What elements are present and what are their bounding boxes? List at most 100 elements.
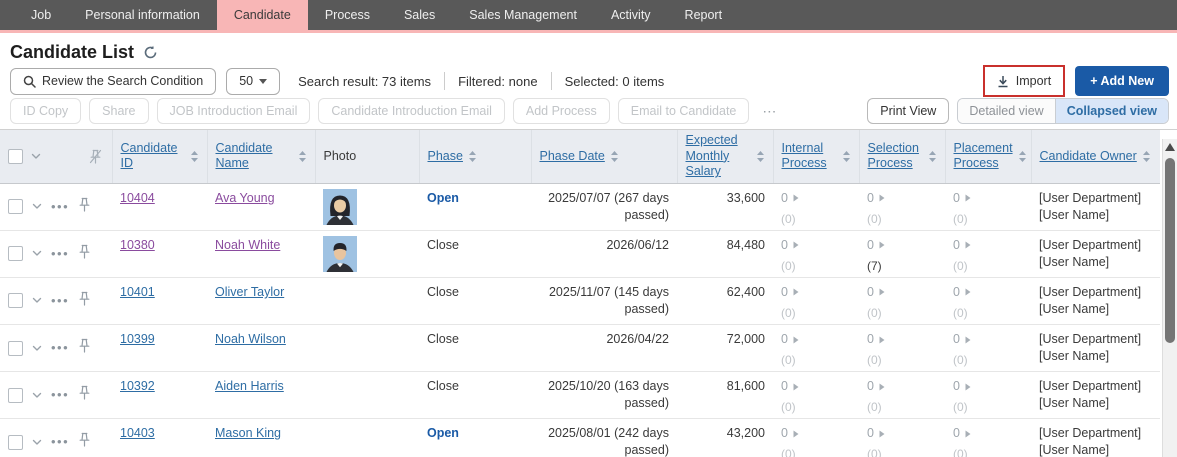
- column-label-phase-date[interactable]: Phase Date: [539, 148, 605, 163]
- row-checkbox[interactable]: [8, 387, 23, 403]
- candidate-introduction-email-button[interactable]: Candidate Introduction Email: [318, 98, 505, 124]
- email-to-candidate-button[interactable]: Email to Candidate: [617, 98, 750, 124]
- chevron-down-icon[interactable]: [32, 345, 42, 352]
- row-more-icon[interactable]: •••: [51, 387, 70, 403]
- collapsed-view-button[interactable]: Collapsed view: [1055, 99, 1168, 123]
- placement-process-count[interactable]: 0: [953, 425, 1023, 442]
- pin-icon[interactable]: [78, 338, 91, 358]
- row-more-icon[interactable]: •••: [51, 198, 70, 214]
- sort-icon[interactable]: [756, 150, 765, 163]
- review-search-condition-button[interactable]: Review the Search Condition: [10, 67, 217, 95]
- row-checkbox[interactable]: [8, 340, 23, 356]
- sort-icon[interactable]: [468, 150, 477, 163]
- expand-arrow-icon[interactable]: [879, 383, 885, 391]
- column-label-internal-process[interactable]: Internal Process: [781, 140, 827, 171]
- sort-icon[interactable]: [1142, 150, 1151, 163]
- sort-icon[interactable]: [190, 150, 199, 163]
- expand-arrow-icon[interactable]: [793, 288, 799, 296]
- candidate-name-link[interactable]: Ava Young: [215, 190, 275, 205]
- internal-process-count[interactable]: 0: [781, 378, 851, 395]
- placement-process-count[interactable]: 0: [953, 331, 1023, 348]
- job-introduction-email-button[interactable]: JOB Introduction Email: [156, 98, 311, 124]
- column-label-placement-process[interactable]: Placement Process: [953, 140, 1013, 171]
- sort-icon[interactable]: [1018, 150, 1027, 163]
- nav-tab-job[interactable]: Job: [31, 8, 52, 22]
- expand-arrow-icon[interactable]: [793, 430, 799, 438]
- candidate-id-link[interactable]: 10399: [120, 332, 155, 347]
- column-label-candidate-id[interactable]: Candidate ID: [120, 140, 178, 171]
- select-all-checkbox[interactable]: [8, 148, 23, 164]
- row-more-icon[interactable]: •••: [51, 292, 70, 308]
- row-checkbox[interactable]: [8, 199, 23, 215]
- more-actions-button[interactable]: ⋯: [757, 103, 782, 120]
- pin-icon[interactable]: [78, 197, 91, 217]
- chevron-down-icon[interactable]: [32, 250, 42, 257]
- unpin-icon[interactable]: [89, 149, 102, 164]
- internal-process-count[interactable]: 0: [781, 190, 851, 207]
- expand-arrow-icon[interactable]: [965, 383, 971, 391]
- internal-process-count[interactable]: 0: [781, 284, 851, 301]
- chevron-down-icon[interactable]: [32, 203, 42, 210]
- selection-process-count[interactable]: 0: [867, 190, 937, 207]
- candidate-id-link[interactable]: 10380: [120, 237, 155, 252]
- selection-process-count[interactable]: 0: [867, 331, 937, 348]
- selection-process-count[interactable]: 0: [867, 425, 937, 442]
- candidate-id-link[interactable]: 10403: [120, 426, 155, 441]
- column-label-expected-monthly-salary[interactable]: Expected Monthly Salary: [685, 133, 738, 179]
- row-more-icon[interactable]: •••: [51, 434, 70, 450]
- row-more-icon[interactable]: •••: [51, 340, 70, 355]
- detailed-view-button[interactable]: Detailed view: [958, 99, 1056, 123]
- candidate-name-link[interactable]: Aiden Harris: [215, 379, 284, 394]
- sort-icon[interactable]: [298, 150, 307, 163]
- sort-icon[interactable]: [610, 150, 619, 163]
- candidate-id-link[interactable]: 10401: [120, 285, 155, 299]
- placement-process-count[interactable]: 0: [953, 378, 1023, 395]
- nav-tab-sales-management[interactable]: Sales Management: [469, 8, 577, 22]
- nav-tab-personal-information[interactable]: Personal information: [85, 8, 200, 22]
- internal-process-count[interactable]: 0: [781, 425, 851, 442]
- expand-arrow-icon[interactable]: [879, 336, 885, 344]
- vertical-scrollbar[interactable]: [1162, 139, 1177, 457]
- expand-arrow-icon[interactable]: [793, 383, 799, 391]
- scrollbar-thumb[interactable]: [1165, 158, 1175, 343]
- candidate-name-link[interactable]: Noah White: [215, 237, 281, 252]
- expand-arrow-icon[interactable]: [879, 288, 885, 296]
- column-label-candidate-name[interactable]: Candidate Name: [215, 140, 273, 171]
- nav-tab-candidate[interactable]: Candidate: [216, 0, 308, 30]
- share-button[interactable]: Share: [89, 98, 149, 124]
- add-process-button[interactable]: Add Process: [512, 98, 610, 124]
- nav-tab-process[interactable]: Process: [324, 8, 370, 22]
- selection-process-count[interactable]: 0: [867, 237, 937, 254]
- selection-process-count[interactable]: 0: [867, 284, 937, 301]
- chevron-down-icon[interactable]: [32, 392, 42, 399]
- chevron-down-icon[interactable]: [32, 439, 42, 446]
- expand-arrow-icon[interactable]: [793, 336, 799, 344]
- candidate-id-link[interactable]: 10392: [120, 379, 155, 394]
- expand-arrow-icon[interactable]: [965, 241, 971, 249]
- nav-tab-activity[interactable]: Activity: [610, 8, 651, 22]
- expand-arrow-icon[interactable]: [793, 241, 799, 249]
- expand-arrow-icon[interactable]: [965, 288, 971, 296]
- expand-arrow-icon[interactable]: [793, 194, 799, 202]
- sort-icon[interactable]: [928, 150, 937, 163]
- internal-process-count[interactable]: 0: [781, 237, 851, 254]
- row-checkbox[interactable]: [8, 293, 23, 309]
- candidate-name-link[interactable]: Mason King: [215, 426, 282, 441]
- add-new-button[interactable]: + Add New: [1075, 66, 1169, 96]
- candidate-id-link[interactable]: 10404: [120, 190, 155, 205]
- placement-process-count[interactable]: 0: [953, 237, 1023, 254]
- pin-icon[interactable]: [78, 291, 91, 311]
- placement-process-count[interactable]: 0: [953, 284, 1023, 301]
- internal-process-count[interactable]: 0: [781, 331, 851, 348]
- pin-icon[interactable]: [78, 385, 91, 405]
- expand-arrow-icon[interactable]: [879, 194, 885, 202]
- pin-icon[interactable]: [78, 244, 91, 264]
- column-label-selection-process[interactable]: Selection Process: [867, 140, 919, 171]
- id-copy-button[interactable]: ID Copy: [10, 98, 82, 124]
- import-button[interactable]: Import: [987, 69, 1061, 93]
- expand-arrow-icon[interactable]: [879, 430, 885, 438]
- selection-process-count[interactable]: 0: [867, 378, 937, 395]
- page-size-dropdown[interactable]: 50: [226, 67, 281, 95]
- row-more-icon[interactable]: •••: [51, 245, 70, 261]
- expand-arrow-icon[interactable]: [965, 430, 971, 438]
